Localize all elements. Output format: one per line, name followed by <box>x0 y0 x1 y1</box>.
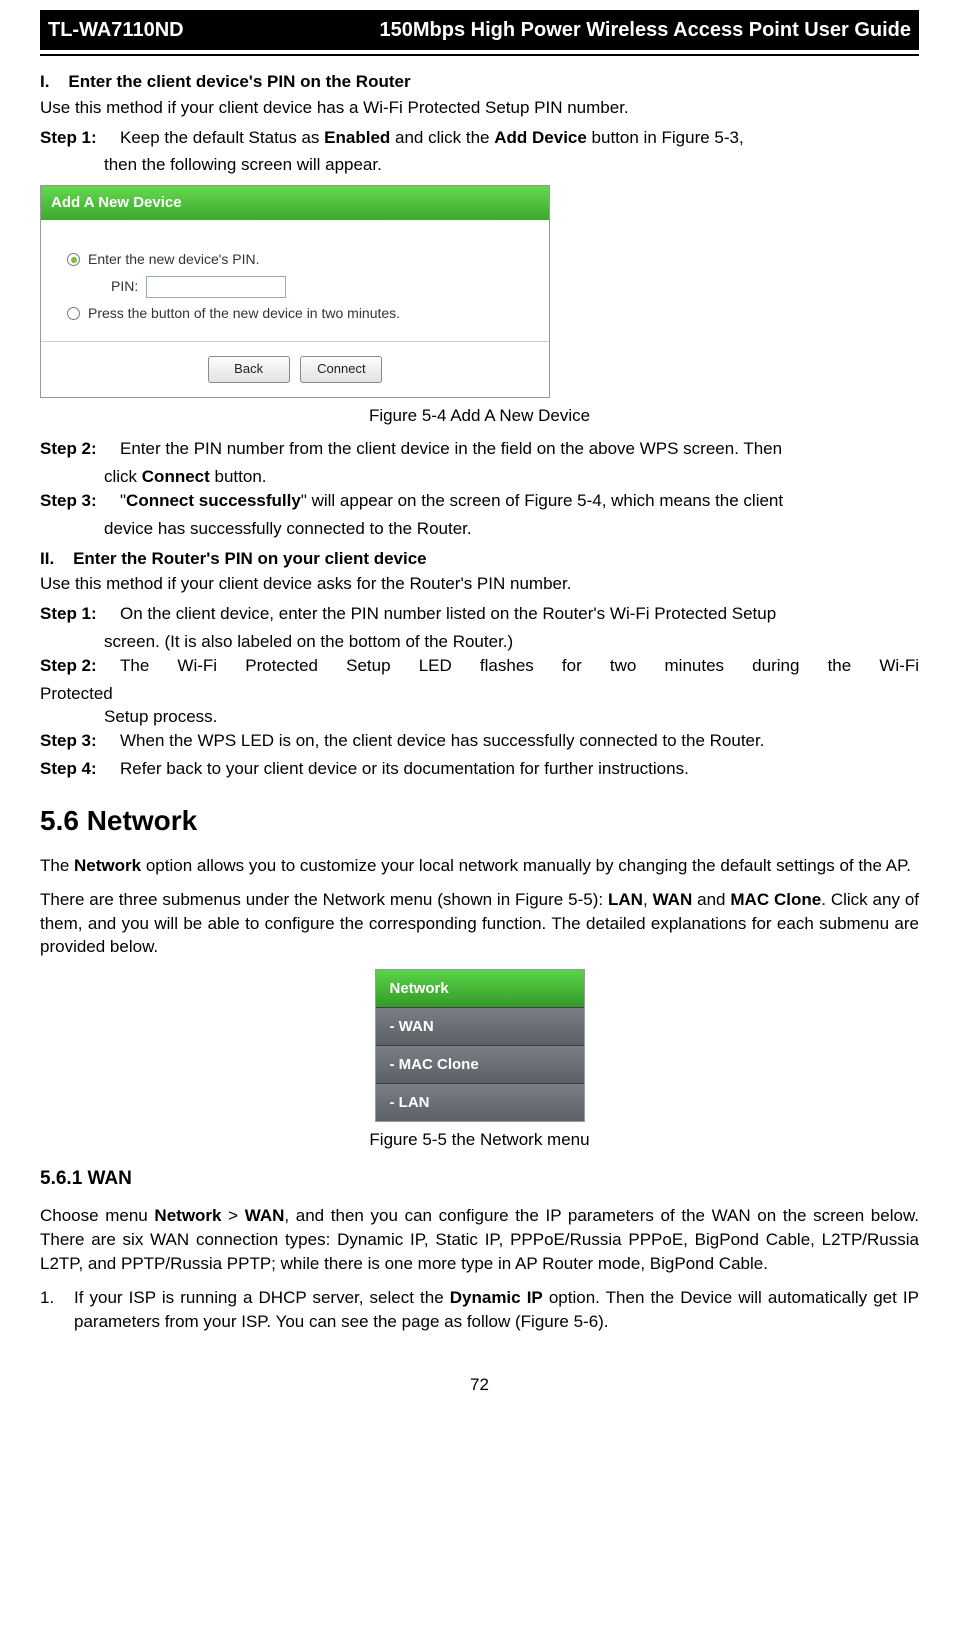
network-menu-header[interactable]: Network <box>376 970 584 1007</box>
step-text: When the WPS LED is on, the client devic… <box>120 729 919 753</box>
radio-label: Press the button of the new device in tw… <box>88 304 400 324</box>
step-text: Enter the PIN number from the client dev… <box>120 437 919 461</box>
step-label: Step 2: <box>40 654 120 678</box>
add-device-panel: Add A New Device Enter the new device's … <box>40 185 550 397</box>
wan-para: Choose menu Network > WAN, and then you … <box>40 1204 919 1275</box>
add-device-buttons: Back Connect <box>41 341 549 396</box>
network-menu-item-macclone[interactable]: - MAC Clone <box>376 1045 584 1083</box>
heading-5-6-1: 5.6.1 WAN <box>40 1166 919 1193</box>
section-i-title: Enter the client device's PIN on the Rou… <box>68 72 410 91</box>
figure-5-4-caption: Figure 5-4 Add A New Device <box>40 404 919 428</box>
back-button[interactable]: Back <box>208 356 290 382</box>
s1-step1-cont: then the following screen will appear. <box>104 153 919 177</box>
add-device-panel-body: Enter the new device's PIN. PIN: Press t… <box>41 220 549 341</box>
roman-ii: II. <box>40 549 54 568</box>
step-text: "Connect successfully" will appear on th… <box>120 489 919 513</box>
roman-i: I. <box>40 72 49 91</box>
pin-label: PIN: <box>111 277 138 297</box>
s2-step2-protected: Protected <box>40 682 919 706</box>
step-text: The Wi-Fi Protected Setup LED flashes fo… <box>120 654 919 678</box>
doc-header: TL-WA7110ND 150Mbps High Power Wireless … <box>40 10 919 50</box>
s2-step1: Step 1: On the client device, enter the … <box>40 602 919 626</box>
s1-step3-cont: device has successfully connected to the… <box>104 517 919 541</box>
section-ii-heading: II. Enter the Router's PIN on your clien… <box>40 547 919 571</box>
s2-step2-cont: Setup process. <box>104 705 919 729</box>
radio-enter-pin[interactable]: Enter the new device's PIN. <box>67 250 533 270</box>
pin-input[interactable] <box>146 276 286 298</box>
wan-list-1: 1. If your ISP is running a DHCP server,… <box>40 1286 919 1334</box>
step-label: Step 3: <box>40 489 120 513</box>
network-para-2: There are three submenus under the Netwo… <box>40 888 919 959</box>
s1-step1: Step 1: Keep the default Status as Enabl… <box>40 126 919 150</box>
guide-title: 150Mbps High Power Wireless Access Point… <box>192 10 919 50</box>
section-ii-intro: Use this method if your client device as… <box>40 572 919 596</box>
s2-step4: Step 4: Refer back to your client device… <box>40 757 919 781</box>
network-menu-item-lan[interactable]: - LAN <box>376 1083 584 1121</box>
section-ii-title: Enter the Router's PIN on your client de… <box>73 549 427 568</box>
step-text: On the client device, enter the PIN numb… <box>120 602 919 626</box>
model-number: TL-WA7110ND <box>40 10 192 50</box>
step-label: Step 3: <box>40 729 120 753</box>
page-number: 72 <box>40 1373 919 1397</box>
step-text: Keep the default Status as Enabled and c… <box>120 126 919 150</box>
step-text: Refer back to your client device or its … <box>120 757 919 781</box>
radio-icon <box>67 307 80 320</box>
figure-5-5-caption: Figure 5-5 the Network menu <box>40 1128 919 1152</box>
step-label: Step 1: <box>40 602 120 626</box>
list-number: 1. <box>40 1286 74 1334</box>
step-label: Step 4: <box>40 757 120 781</box>
section-i-intro: Use this method if your client device ha… <box>40 96 919 120</box>
s1-step2-cont: click Connect button. <box>104 465 919 489</box>
step-label: Step 2: <box>40 437 120 461</box>
pin-row: PIN: <box>111 276 533 298</box>
header-rule <box>40 54 919 56</box>
radio-icon <box>67 253 80 266</box>
network-menu-item-wan[interactable]: - WAN <box>376 1007 584 1045</box>
step-label: Step 1: <box>40 126 120 150</box>
section-i-heading: I. Enter the client device's PIN on the … <box>40 70 919 94</box>
network-para-1: The Network option allows you to customi… <box>40 854 919 878</box>
s2-step2: Step 2: The Wi-Fi Protected Setup LED fl… <box>40 654 919 678</box>
add-device-panel-header: Add A New Device <box>41 186 549 220</box>
radio-press-button[interactable]: Press the button of the new device in tw… <box>67 304 533 324</box>
network-menu: Network - WAN - MAC Clone - LAN <box>375 969 585 1122</box>
heading-5-6: 5.6 Network <box>40 801 919 840</box>
list-text: If your ISP is running a DHCP server, se… <box>74 1286 919 1334</box>
connect-button[interactable]: Connect <box>300 356 382 382</box>
s2-step3: Step 3: When the WPS LED is on, the clie… <box>40 729 919 753</box>
s1-step2: Step 2: Enter the PIN number from the cl… <box>40 437 919 461</box>
radio-label: Enter the new device's PIN. <box>88 250 260 270</box>
s2-step1-cont: screen. (It is also labeled on the botto… <box>104 630 919 654</box>
s1-step3: Step 3: "Connect successfully" will appe… <box>40 489 919 513</box>
